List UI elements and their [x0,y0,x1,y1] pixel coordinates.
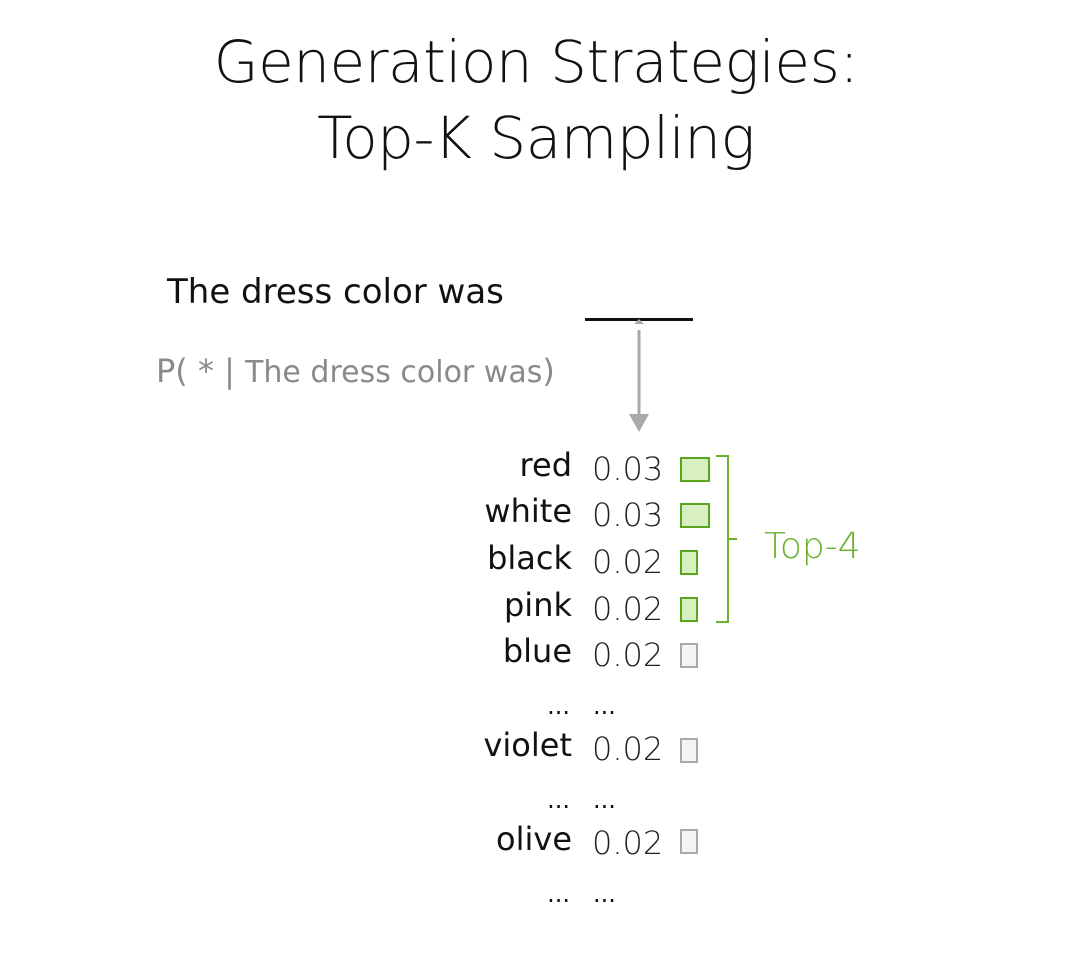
prompt-sentence: The dress color was [167,272,504,312]
arrow-bottom-head [629,414,649,432]
conditional-prefix: P( * | [156,352,235,390]
double-arrow [629,319,649,432]
conditional-suffix: ) [542,352,555,390]
token-prob-blue: 0.02 [592,636,664,674]
prob-bar-blue [680,643,698,668]
token-word-olive: olive [496,820,572,858]
token-word-blue: blue [502,632,572,670]
conditional-context: The dress color was [245,355,543,390]
token-word-white: white [484,492,572,530]
ellipsis-prob: ... [593,692,616,720]
ellipsis-token: ... [547,880,570,908]
prob-bar-violet [680,738,698,763]
prob-bar-red [680,457,710,482]
token-word-pink: pink [503,586,572,624]
prob-bar-pink [680,597,698,622]
title-line-2: Top-K Sampling [317,104,755,172]
token-word-black: black [487,539,572,577]
title-line-1: Generation Strategies: [213,28,859,96]
ellipsis-token: ... [547,786,570,814]
conditional-probability-label: P( * | The dress color was) [156,352,555,390]
top-k-label: Top-4 [764,526,861,567]
ellipsis-prob: ... [593,786,616,814]
token-word-red: red [519,446,572,484]
token-prob-black: 0.02 [592,543,664,581]
token-prob-red: 0.03 [592,450,664,488]
arrow-top-head [634,319,644,324]
ellipsis-prob: ... [593,880,616,908]
token-prob-olive: 0.02 [592,824,664,862]
token-prob-violet: 0.02 [592,730,664,768]
token-word-violet: violet [483,726,572,764]
prob-bar-white [680,503,710,528]
prob-bar-olive [680,829,698,854]
token-prob-pink: 0.02 [592,590,664,628]
token-prob-white: 0.03 [592,496,664,534]
ellipsis-token: ... [547,692,570,720]
top-k-bracket [716,455,737,623]
prob-bar-black [680,550,698,575]
